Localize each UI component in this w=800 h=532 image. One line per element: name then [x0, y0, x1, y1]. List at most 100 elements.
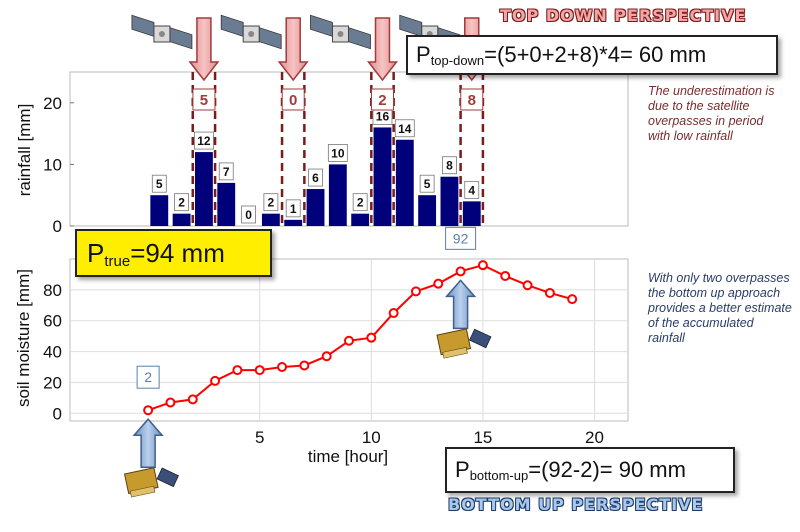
soil-moisture-y-tick-label: 20 — [43, 373, 62, 392]
soil-moisture-y-tick-label: 80 — [43, 281, 62, 300]
soil-moisture-y-axis-label: soil moisture [mm] — [14, 269, 33, 407]
rainfall-bar — [462, 201, 481, 226]
rainfall-y-tick-label: 10 — [43, 155, 62, 174]
rainfall-bar-label-box — [174, 193, 190, 212]
soil-moisture-point — [544, 287, 555, 298]
rainfall-bar-label-box — [151, 174, 167, 193]
rainfall-bar-label: 1 — [290, 202, 297, 216]
soil-moisture-point — [143, 405, 154, 416]
rainfall-bar-label: 14 — [398, 122, 412, 136]
top-overpass-label-box — [281, 88, 305, 111]
bottom-overpass-label: 2 — [144, 369, 152, 385]
top-down-formula-sub: top-down — [430, 53, 485, 68]
rainfall-bar — [351, 213, 370, 226]
time-x-tick-label: 5 — [255, 428, 264, 447]
bottom-up-formula-sub: bottom-up — [469, 468, 529, 483]
rainfall-bar — [172, 213, 191, 226]
up-arrow-icon — [132, 418, 164, 468]
rainfall-bar-label-box — [394, 119, 415, 138]
bottom-overpass-label: 92 — [453, 230, 469, 246]
bottom-up-formula: Pbottom-up=(92-2)= 90 mm — [445, 447, 735, 493]
rainfall-bar — [373, 127, 392, 226]
satellite-base — [129, 485, 156, 498]
rainfall-bar-label: 7 — [223, 165, 230, 179]
down-arrow-icon — [366, 17, 399, 82]
rainfall-bar-label-box — [442, 156, 457, 175]
soil-moisture-point — [299, 360, 310, 371]
soil-moisture-y-tick-label: 0 — [53, 404, 62, 423]
bottom-up-title: BOTTOM UP PERSPECTIVE — [448, 495, 704, 514]
satellite-panel — [156, 467, 179, 488]
down-arrow-icon — [188, 17, 220, 82]
rainfall-bar-label: 2 — [357, 196, 364, 210]
rainfall-bar-label: 6 — [312, 171, 319, 185]
satellite-icon — [436, 328, 492, 359]
rainfall-y-axis-label: rainfall [mm] — [15, 104, 34, 197]
soil-moisture-point — [210, 375, 221, 386]
satellite-panel-left — [220, 14, 244, 37]
rainfall-y-tick-label: 20 — [43, 94, 62, 113]
soil-moisture-grid — [70, 259, 628, 421]
rainfall-bar — [217, 182, 236, 226]
top-down-formula: Ptop-down=(5+0+2+8)*4= 60 mm — [406, 35, 778, 75]
top-overpass-label: 0 — [289, 92, 297, 109]
soil-moisture-point — [321, 351, 332, 362]
rainfall-bar — [284, 219, 303, 226]
satellite-panel — [469, 328, 492, 349]
rainfall-bar-label-box — [263, 193, 279, 212]
soil-moisture-point — [500, 270, 511, 281]
rainfall-bar-label: 8 — [446, 159, 453, 173]
rainfall-bar — [440, 176, 459, 226]
rainfall-bar — [395, 139, 414, 226]
rainfall-bar-label-box — [308, 168, 323, 187]
rainfall-y-axis: 0 10 20 — [43, 94, 74, 236]
down-arrow-icon — [277, 17, 309, 82]
top-overpass-markers: 5 0 2 8 — [131, 14, 488, 111]
top-down-title: TOP DOWN PERSPECTIVE — [500, 6, 747, 25]
top-overpass-label: 2 — [378, 92, 386, 109]
soil-moisture-point — [165, 397, 176, 408]
soil-moisture-point — [433, 278, 444, 289]
rainfall-bar — [328, 164, 347, 226]
satellite-panel-left — [310, 14, 333, 37]
top-overpass-label-box — [370, 88, 394, 111]
soil-moisture-y-tick-label: 40 — [43, 343, 62, 362]
bottom-overpass-label-box — [445, 226, 477, 250]
soil-moisture-point — [477, 260, 488, 271]
rainfall-bar-label: 2 — [268, 196, 275, 210]
rainfall-bar-label-box — [285, 199, 301, 218]
soil-moisture-y-tick-label: 60 — [43, 312, 62, 331]
satellite-icon — [220, 14, 282, 50]
true-rainfall-formula-sub: true — [104, 253, 131, 270]
rainfall-bar-label: 16 — [376, 109, 390, 123]
soil-moisture-point — [410, 286, 421, 297]
rainfall-bar-label: 12 — [197, 134, 211, 148]
satellite-panel-right — [258, 27, 282, 50]
bottom-overpass-label-box — [136, 365, 160, 389]
soil-moisture-point — [254, 365, 265, 376]
soil-moisture-points — [143, 260, 578, 416]
rainfall-bar-label-box — [327, 143, 348, 162]
top-overpass-label: 8 — [468, 92, 476, 109]
rainfall-bar-label: 4 — [468, 183, 475, 197]
soil-moisture-point — [232, 365, 243, 376]
top-overpass-label-box — [192, 88, 216, 111]
rainfall-bar — [194, 152, 213, 226]
satellite-dish — [158, 31, 165, 37]
true-rainfall-formula: Ptrue=94 mm — [75, 229, 272, 277]
rainfall-bar — [418, 195, 437, 226]
satellite-icon — [123, 467, 179, 498]
rainfall-bar-label-box — [241, 205, 256, 224]
rainfall-bar-label: 5 — [156, 177, 163, 191]
satellite-panel-right — [169, 27, 193, 50]
satellite-panel-left — [399, 14, 423, 37]
top-down-note: The underestimation is due to the satell… — [648, 84, 775, 143]
satellite-icon — [310, 14, 371, 50]
time-x-axis-label: time [hour] — [308, 447, 388, 466]
rainfall-bar-label: 0 — [245, 208, 252, 222]
soil-moisture-axes: 0 20 40 60 80 5 10 15 20 — [43, 281, 604, 447]
soil-moisture-point — [187, 394, 198, 405]
time-x-tick-label: 10 — [362, 428, 381, 447]
rainfall-bar — [306, 189, 325, 226]
